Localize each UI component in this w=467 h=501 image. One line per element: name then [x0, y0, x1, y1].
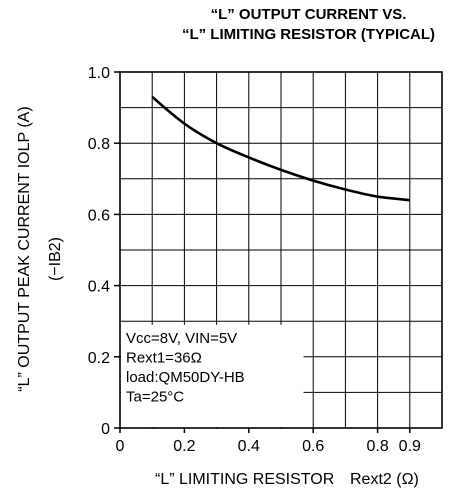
series-line: [151, 95, 410, 202]
chart-title-line-1: “L” OUTPUT CURRENT VS.: [210, 6, 407, 23]
chart-title-line-2: “L” LIMITING RESISTOR (TYPICAL): [181, 26, 436, 43]
y-tick-label: 0.8: [88, 136, 110, 153]
annotation-text: Rext1=36Ω: [126, 349, 202, 366]
y-tick-label: 0.2: [88, 350, 110, 367]
y-tick-label: 0: [101, 421, 110, 438]
x-axis-label: “L” LIMITING RESISTOR: [155, 471, 335, 488]
x-tick-label: 0.2: [173, 438, 195, 455]
annotation-text: load:QM50DY-HB: [126, 369, 245, 386]
annotation-text: Ta=25°C: [126, 388, 184, 405]
x-tick-label: 0.9: [399, 438, 421, 455]
y-tick-label: 1.0: [88, 65, 110, 82]
x-axis-label-symbol: Rext2 (Ω): [350, 471, 419, 488]
x-tick-label: 0.6: [302, 438, 324, 455]
annotation-box: [121, 324, 304, 427]
plot-frame: [119, 71, 443, 429]
annotation-text: Vcc=8V, VIN=5V: [126, 330, 237, 347]
x-tick-label: 0.4: [238, 438, 260, 455]
x-tick-label: 0.8: [366, 438, 388, 455]
y-tick-label: 0.4: [88, 279, 110, 296]
x-tick-label: 0: [116, 438, 125, 455]
y-tick-label: 0.6: [88, 207, 110, 224]
